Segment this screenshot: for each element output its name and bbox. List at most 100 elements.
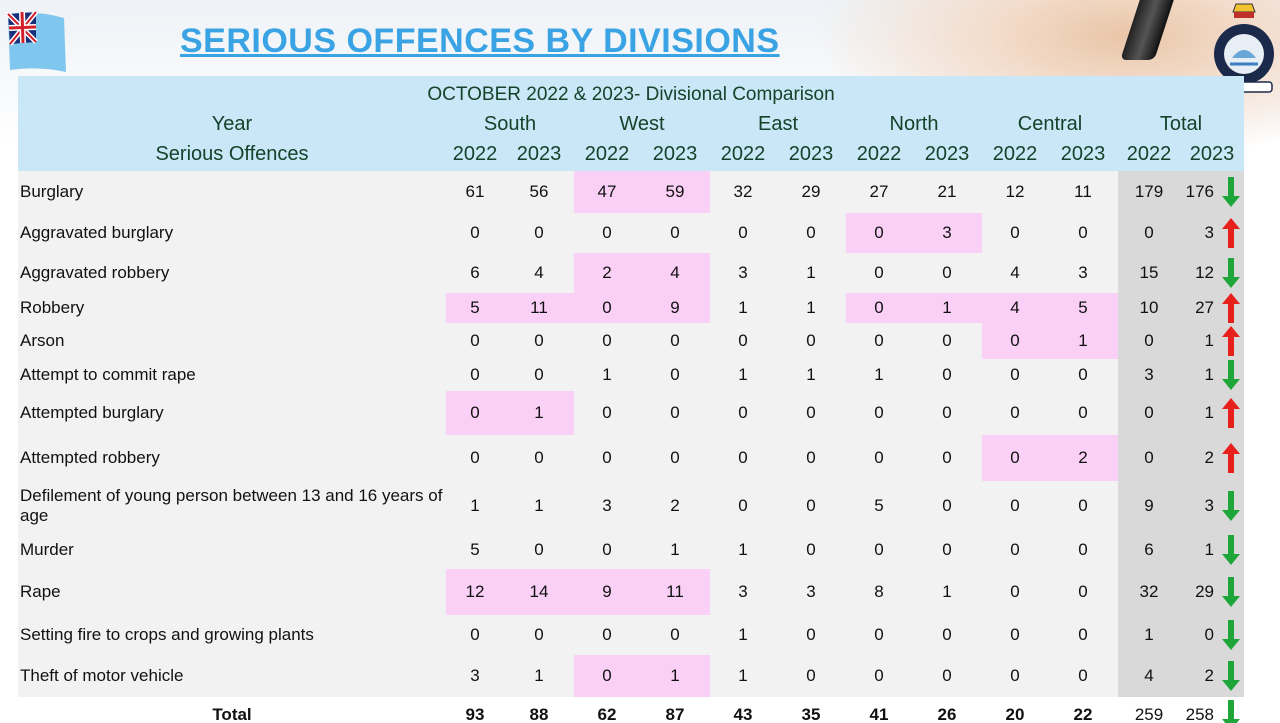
table-row: Defilement of young person between 13 an… [18,481,1245,531]
division-value-cell: 0 [640,213,710,253]
division-value-cell: 47 [574,171,640,213]
total-2023-cell: 1 [1180,391,1245,435]
division-value-cell: 0 [710,435,776,481]
division-value-cell: 0 [912,323,982,359]
total-2022-cell: 15 [1118,253,1180,293]
division-value-cell: 1 [710,293,776,323]
division-value-cell: 0 [912,531,982,569]
table-row: Setting fire to crops and growing plants… [18,615,1245,655]
division-value-cell: 3 [912,213,982,253]
division-value-cell: 0 [776,435,846,481]
year-header-west-2023: 2023 [640,138,710,171]
division-value-cell: 2 [1048,435,1118,481]
division-value-cell: 0 [640,391,710,435]
division-value-cell: 0 [912,391,982,435]
division-value-cell: 4 [982,293,1048,323]
table-row: Theft of motor vehicle 3 1 0 1 1 0 0 0 0 0 4 2 [18,655,1245,697]
division-value-cell: 0 [640,359,710,391]
division-value-cell: 0 [710,323,776,359]
arrow-down-icon [1222,661,1241,691]
division-value-cell: 0 [574,391,640,435]
division-value-cell: 11 [504,293,574,323]
division-value-cell: 0 [640,615,710,655]
division-value-cell: 0 [776,531,846,569]
division-value-cell: 0 [982,655,1048,697]
arrow-down-icon [1222,620,1241,650]
division-value-cell: 29 [776,171,846,213]
division-value-cell: 0 [846,323,912,359]
division-value-cell: 0 [574,655,640,697]
offences-table: OCTOBER 2022 & 2023- Divisional Comparis… [18,76,1245,723]
division-value-cell: 0 [912,359,982,391]
division-value-cell: 8 [846,569,912,615]
total-2022-cell: 9 [1118,481,1180,531]
table-row: Murder 5 0 0 1 1 0 0 0 0 0 6 1 [18,531,1245,569]
arrow-down-icon [1222,360,1241,390]
division-value-cell: 59 [640,171,710,213]
total-division-value: 41 [846,697,912,723]
table-row: Arson 0 0 0 0 0 0 0 0 0 1 0 1 [18,323,1245,359]
division-header-total: Total [1118,110,1245,138]
total-2022-cell: 10 [1118,293,1180,323]
division-value-cell: 0 [846,615,912,655]
division-value-cell: 0 [846,293,912,323]
arrow-down-icon [1222,258,1241,288]
division-header-central: Central [982,110,1118,138]
year-header-south-2023: 2023 [504,138,574,171]
division-value-cell: 1 [574,359,640,391]
division-value-cell: 0 [776,615,846,655]
total-2023-value: 2 [1204,448,1215,467]
division-value-cell: 12 [982,171,1048,213]
table-row: Rape 12 14 9 11 3 3 8 1 0 0 32 29 [18,569,1245,615]
total-2023-cell: 27 [1180,293,1245,323]
year-label: Year [18,110,446,138]
division-value-cell: 1 [640,655,710,697]
division-value-cell: 1 [776,253,846,293]
division-value-cell: 11 [640,569,710,615]
division-value-cell: 0 [504,323,574,359]
division-value-cell: 0 [982,569,1048,615]
division-value-cell: 3 [776,569,846,615]
total-division-value: 35 [776,697,846,723]
division-value-cell: 1 [504,481,574,531]
division-value-cell: 0 [776,323,846,359]
total-2023-cell: 176 [1180,171,1245,213]
division-value-cell: 4 [504,253,574,293]
division-value-cell: 0 [1048,569,1118,615]
total-2023-cell: 2 [1180,655,1245,697]
division-value-cell: 0 [982,213,1048,253]
division-value-cell: 1 [710,655,776,697]
table-row: Attempt to commit rape 0 0 1 0 1 1 1 0 0 0 3 1 [18,359,1245,391]
arrow-up-icon [1222,218,1241,248]
division-value-cell: 0 [982,323,1048,359]
arrow-up-icon [1222,398,1241,428]
slide-title: SERIOUS OFFENCES BY DIVISIONS [180,22,780,60]
division-value-cell: 0 [776,481,846,531]
year-header-north-2023: 2023 [912,138,982,171]
division-value-cell: 0 [912,615,982,655]
offence-label: Attempted burglary [18,391,446,435]
division-value-cell: 0 [1048,359,1118,391]
total-2023-cell: 1 [1180,531,1245,569]
total-2023-value: 12 [1195,263,1215,282]
total-2023-cell: 29 [1180,569,1245,615]
year-header-east-2023: 2023 [776,138,846,171]
division-value-cell: 0 [574,615,640,655]
division-value-cell: 5 [446,293,504,323]
grand-total-2023: 258 [1180,697,1245,723]
total-division-value: 22 [1048,697,1118,723]
division-header-east: East [710,110,846,138]
division-value-cell: 27 [846,171,912,213]
division-value-cell: 56 [504,171,574,213]
division-value-cell: 2 [574,253,640,293]
total-division-value: 93 [446,697,504,723]
division-value-cell: 1 [710,359,776,391]
division-value-cell: 0 [574,435,640,481]
division-header-south: South [446,110,574,138]
division-value-cell: 1 [446,481,504,531]
division-value-cell: 0 [504,213,574,253]
division-value-cell: 0 [776,655,846,697]
offence-label: Defilement of young person between 13 an… [18,481,446,531]
total-2022-cell: 4 [1118,655,1180,697]
arrow-up-icon [1222,293,1241,323]
